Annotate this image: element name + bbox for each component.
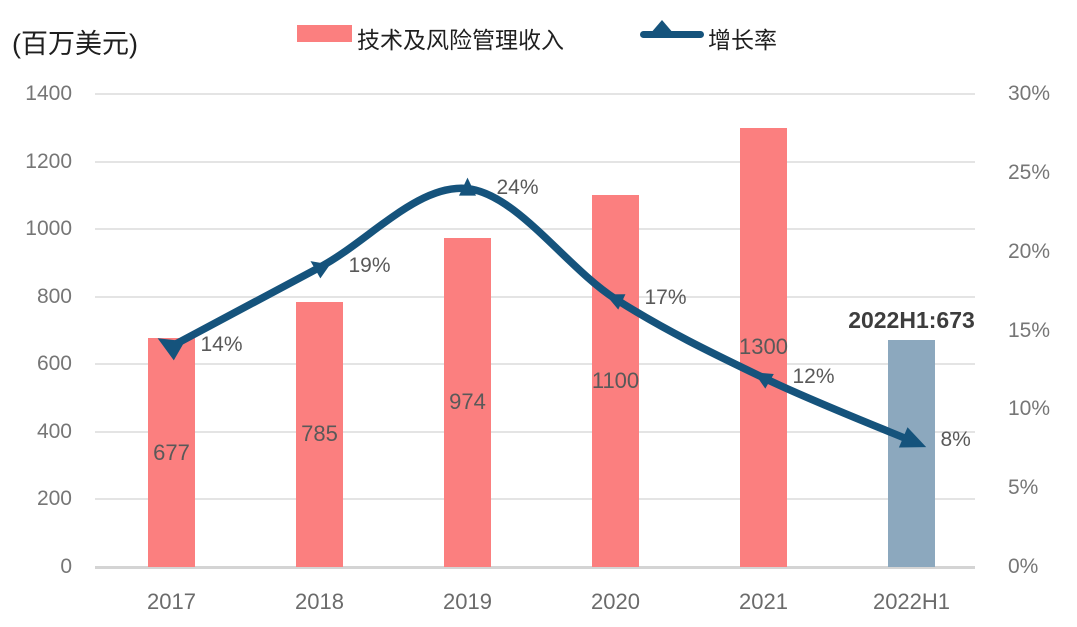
- annotation-2022h1: 2022H1:673: [848, 306, 975, 333]
- gridline: [95, 498, 975, 501]
- left-axis-tick-label: 800: [36, 284, 72, 308]
- gridline: [95, 160, 975, 163]
- gridline: [95, 430, 975, 433]
- legend-growth-triangle-icon: [650, 20, 674, 34]
- left-axis-tick-label: 600: [36, 352, 72, 376]
- gridline: [95, 363, 975, 366]
- right-axis-tick-label: 25%: [1008, 160, 1051, 184]
- x-axis-label-2018: 2018: [295, 589, 344, 614]
- left-axis-tick-label: 0: [60, 555, 72, 578]
- left-axis-tick-label: 1400: [25, 82, 72, 105]
- right-axis-tick-label: 30%: [1008, 82, 1051, 105]
- bar-value-label: 1100: [591, 368, 640, 394]
- growth-pct-label: 12%: [792, 364, 835, 388]
- bar-value-label: 677: [153, 439, 190, 465]
- bar-value-label: 1300: [739, 334, 788, 360]
- growth-pct-label: 19%: [348, 254, 391, 278]
- left-axis-tick-label: 1200: [25, 149, 72, 173]
- line-triangle-marker: [459, 177, 476, 196]
- growth-pct-label: 14%: [200, 333, 243, 357]
- legend-growth-line-swatch: [640, 31, 704, 38]
- right-axis-tick-label: 10%: [1008, 397, 1051, 421]
- bar-value-label: 974: [449, 389, 486, 415]
- growth-pct-label: 8%: [940, 427, 971, 451]
- right-axis-tick-label: 5%: [1008, 476, 1039, 500]
- x-axis-label-2020: 2020: [591, 589, 640, 614]
- bar-2022H1: [888, 339, 935, 567]
- x-axis-label-2017: 2017: [147, 589, 196, 614]
- legend-revenue-swatch: [297, 25, 352, 42]
- bar-value-label: 785: [301, 421, 338, 447]
- line-triangle-marker: [310, 261, 331, 279]
- left-axis-tick-label: 200: [36, 487, 72, 511]
- x-axis-label-2022H1: 2022H1: [872, 589, 951, 614]
- x-axis-line: [95, 566, 975, 569]
- gridline: [95, 295, 975, 298]
- right-axis-tick-label: 20%: [1008, 239, 1051, 263]
- right-axis-tick-label: 0%: [1008, 555, 1039, 578]
- legend-growth-label: 增长率: [708, 27, 777, 53]
- axis-unit-label: (百万美元): [12, 29, 138, 59]
- growth-pct-label: 24%: [496, 175, 539, 199]
- gridline: [95, 93, 975, 95]
- growth-line: [167, 184, 916, 445]
- gridline: [95, 228, 975, 231]
- x-axis-label-2021: 2021: [739, 589, 788, 614]
- x-axis-label-2019: 2019: [443, 589, 492, 614]
- growth-pct-label: 17%: [644, 285, 687, 309]
- legend-revenue-label: 技术及风险管理收入: [357, 27, 564, 53]
- right-axis-tick-label: 15%: [1008, 318, 1051, 342]
- left-axis-tick-label: 1000: [25, 217, 72, 241]
- left-axis-tick-label: 400: [36, 419, 72, 443]
